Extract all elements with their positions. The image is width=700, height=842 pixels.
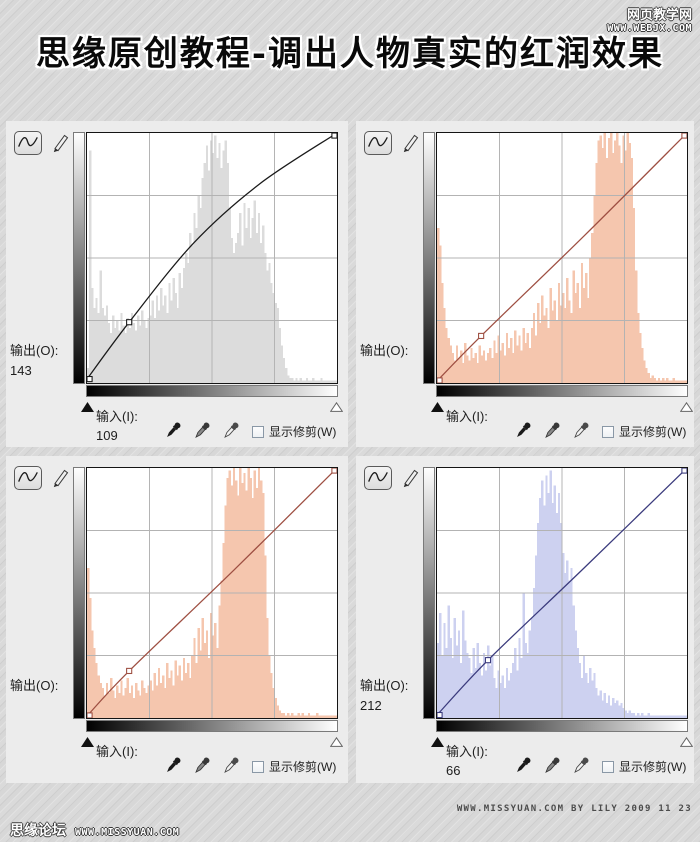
curve-tool-icon bbox=[368, 136, 388, 147]
input-gradient-bar bbox=[436, 720, 688, 732]
curves-grid[interactable] bbox=[436, 467, 688, 719]
black-point-eyedropper[interactable] bbox=[513, 755, 532, 777]
eyedropper-group bbox=[513, 755, 590, 777]
curves-grid[interactable] bbox=[86, 467, 338, 719]
gray-point-eyedropper[interactable] bbox=[192, 420, 211, 442]
watermark-bottom-left: 思缘论坛 WWW.MISSYUAN.COM bbox=[10, 820, 179, 840]
highlight-input-slider[interactable] bbox=[679, 399, 694, 412]
pencil-icon bbox=[403, 134, 419, 153]
gray-point-eyedropper[interactable] bbox=[542, 755, 561, 777]
show-clipping-checkbox[interactable] bbox=[252, 760, 264, 773]
watermark-bottom-right: WWW.MISSYUAN.COM BY LILY 2009 11 23 bbox=[456, 804, 692, 814]
output-label: 输出(O): bbox=[360, 678, 409, 693]
output-value: 143 bbox=[10, 363, 32, 378]
highlight-input-slider[interactable] bbox=[329, 399, 344, 412]
input-label: 输入(I): bbox=[446, 744, 488, 759]
input-gradient-bar bbox=[86, 720, 338, 732]
curves-grid[interactable] bbox=[86, 132, 338, 384]
pencil-tool-button[interactable] bbox=[401, 467, 421, 489]
input-label: 输入(I): bbox=[96, 744, 138, 759]
pencil-icon bbox=[53, 134, 69, 153]
show-clipping-checkbox[interactable] bbox=[602, 425, 614, 438]
curve-tool-icon bbox=[18, 471, 38, 482]
pencil-tool-button[interactable] bbox=[401, 132, 421, 154]
output-gradient-bar bbox=[423, 132, 435, 384]
page-title: 思缘原创教程-调出人物真实的红润效果 bbox=[35, 34, 665, 74]
white-point-eyedropper[interactable] bbox=[571, 420, 590, 442]
highlight-input-slider[interactable] bbox=[329, 734, 344, 747]
curve-tool-button[interactable] bbox=[14, 466, 42, 490]
pencil-icon bbox=[403, 469, 419, 488]
pencil-icon bbox=[53, 469, 69, 488]
white-point-eyedropper[interactable] bbox=[221, 755, 240, 777]
pencil-tool-button[interactable] bbox=[51, 467, 71, 489]
eyedropper-group bbox=[513, 420, 590, 442]
shadow-input-slider[interactable] bbox=[431, 399, 444, 412]
output-label: 输出(O): bbox=[10, 343, 59, 358]
pencil-tool-button[interactable] bbox=[51, 132, 71, 154]
output-label: 输出(O): bbox=[360, 343, 409, 358]
curve-tool-icon bbox=[368, 471, 388, 482]
eyedropper-group bbox=[163, 420, 240, 442]
shadow-input-slider[interactable] bbox=[81, 734, 94, 747]
show-clipping-label: 显示修剪(W) bbox=[269, 425, 337, 439]
curves-panel-blue: 输出(O): 212 输入(I): 66 显示修剪(W) bbox=[356, 456, 694, 783]
black-point-eyedropper[interactable] bbox=[163, 420, 182, 442]
curves-panel-red-2: 输出(O): 输入(I): 显示修剪(W) bbox=[6, 456, 348, 783]
curve-tool-button[interactable] bbox=[364, 466, 392, 490]
curves-panel-red-1: 输出(O): 输入(I): 显示修剪(W) bbox=[356, 121, 694, 447]
shadow-input-slider[interactable] bbox=[81, 399, 94, 412]
curve-tool-icon bbox=[18, 136, 38, 147]
input-gradient-bar bbox=[436, 385, 688, 397]
white-point-eyedropper[interactable] bbox=[571, 755, 590, 777]
output-gradient-bar bbox=[73, 467, 85, 719]
watermark-forum-name: 思缘论坛 bbox=[10, 822, 66, 838]
curves-panel-rgb: 输出(O): 143 输入(I): 109 显示修剪(W) bbox=[6, 121, 348, 447]
eyedropper-group bbox=[163, 755, 240, 777]
white-point-eyedropper[interactable] bbox=[221, 420, 240, 442]
curve-tool-button[interactable] bbox=[364, 131, 392, 155]
curves-grid[interactable] bbox=[436, 132, 688, 384]
highlight-input-slider[interactable] bbox=[679, 734, 694, 747]
watermark-top-right: 网页教学网 WWW.WEBJX.COM bbox=[607, 7, 692, 34]
gray-point-eyedropper[interactable] bbox=[192, 755, 211, 777]
input-gradient-bar bbox=[86, 385, 338, 397]
watermark-forum-url: WWW.MISSYUAN.COM bbox=[75, 827, 180, 838]
black-point-eyedropper[interactable] bbox=[163, 755, 182, 777]
show-clipping-label: 显示修剪(W) bbox=[619, 760, 687, 774]
input-value: 109 bbox=[96, 428, 118, 443]
gray-point-eyedropper[interactable] bbox=[542, 420, 561, 442]
show-clipping-checkbox[interactable] bbox=[602, 760, 614, 773]
input-value: 66 bbox=[446, 763, 461, 778]
input-label: 输入(I): bbox=[446, 409, 488, 424]
black-point-eyedropper[interactable] bbox=[513, 420, 532, 442]
show-clipping-label: 显示修剪(W) bbox=[619, 425, 687, 439]
output-value: 212 bbox=[360, 698, 382, 713]
output-label: 输出(O): bbox=[10, 678, 59, 693]
curve-tool-button[interactable] bbox=[14, 131, 42, 155]
output-gradient-bar bbox=[423, 467, 435, 719]
output-gradient-bar bbox=[73, 132, 85, 384]
watermark-site-url: WWW.WEBJX.COM bbox=[607, 22, 692, 34]
input-label: 输入(I): bbox=[96, 409, 138, 424]
show-clipping-checkbox[interactable] bbox=[252, 425, 264, 438]
show-clipping-label: 显示修剪(W) bbox=[269, 760, 337, 774]
watermark-site-name: 网页教学网 bbox=[626, 7, 692, 22]
shadow-input-slider[interactable] bbox=[431, 734, 444, 747]
